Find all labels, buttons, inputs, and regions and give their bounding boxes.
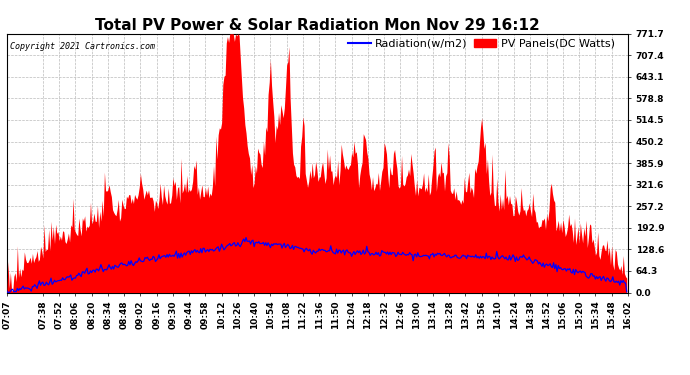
Legend: Radiation(w/m2), PV Panels(DC Watts): Radiation(w/m2), PV Panels(DC Watts): [344, 34, 619, 53]
Text: Copyright 2021 Cartronics.com: Copyright 2021 Cartronics.com: [10, 42, 155, 51]
Title: Total PV Power & Solar Radiation Mon Nov 29 16:12: Total PV Power & Solar Radiation Mon Nov…: [95, 18, 540, 33]
